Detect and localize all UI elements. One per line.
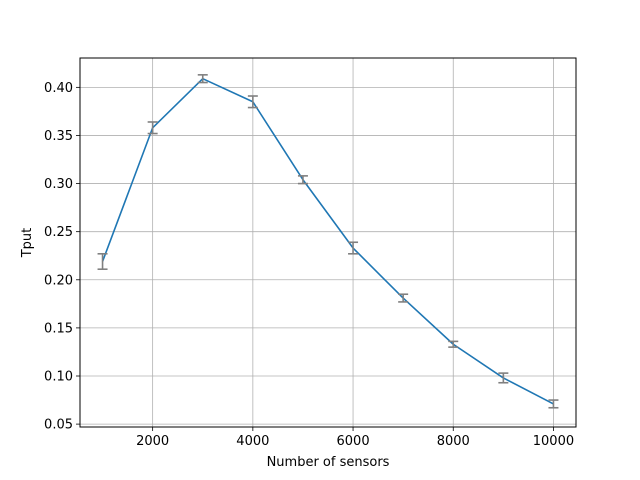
y-tick-label: 0.35 (44, 129, 73, 144)
y-tick-label: 0.30 (44, 177, 73, 192)
x-tick-label: 10000 (533, 434, 574, 449)
grid-lines (80, 58, 576, 427)
y-axis-label: Tput (20, 228, 35, 259)
x-tick-label: 2000 (136, 434, 169, 449)
y-tick-label: 0.15 (44, 321, 73, 336)
x-axis-ticks: 2000 4000 6000 8000 10000 (136, 427, 574, 449)
x-axis-label: Number of sensors (267, 455, 390, 470)
y-tick-label: 0.25 (44, 225, 73, 240)
y-tick-label: 0.20 (44, 273, 73, 288)
series-line (101, 77, 554, 405)
y-axis-ticks: 0.05 0.10 0.15 0.20 0.25 0.30 0.35 0.40 (44, 81, 80, 433)
y-tick-label: 0.05 (44, 418, 73, 433)
x-tick-label: 8000 (437, 434, 470, 449)
plot-frame (79, 57, 577, 428)
x-tick-label: 6000 (337, 434, 370, 449)
y-tick-label: 0.40 (44, 81, 73, 96)
x-tick-label: 4000 (236, 434, 269, 449)
y-tick-label: 0.10 (44, 370, 73, 385)
series-layer (97, 74, 559, 409)
